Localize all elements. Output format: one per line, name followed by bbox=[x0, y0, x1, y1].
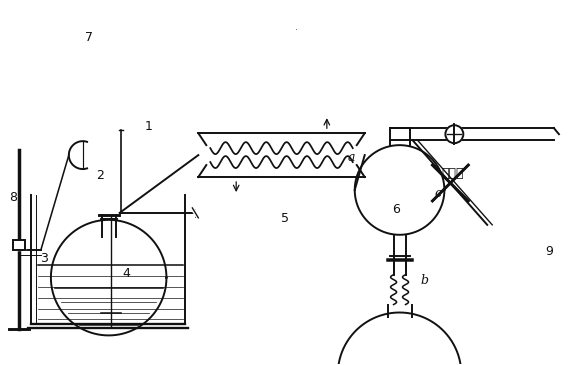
Bar bbox=[13, 240, 25, 250]
Text: 2: 2 bbox=[96, 169, 104, 182]
Text: 4: 4 bbox=[122, 267, 130, 280]
Text: 6: 6 bbox=[392, 203, 400, 216]
Circle shape bbox=[445, 125, 463, 143]
Text: 5: 5 bbox=[281, 212, 289, 225]
Bar bbox=[13, 240, 25, 250]
Text: 通大气: 通大气 bbox=[441, 167, 463, 180]
Text: b: b bbox=[420, 274, 428, 287]
Text: 1: 1 bbox=[145, 120, 153, 132]
Text: c: c bbox=[435, 187, 442, 200]
Text: 3: 3 bbox=[40, 252, 48, 265]
Text: 8: 8 bbox=[10, 191, 18, 204]
Text: 7: 7 bbox=[85, 31, 93, 43]
Text: a: a bbox=[348, 150, 355, 164]
Text: 9: 9 bbox=[545, 245, 553, 258]
